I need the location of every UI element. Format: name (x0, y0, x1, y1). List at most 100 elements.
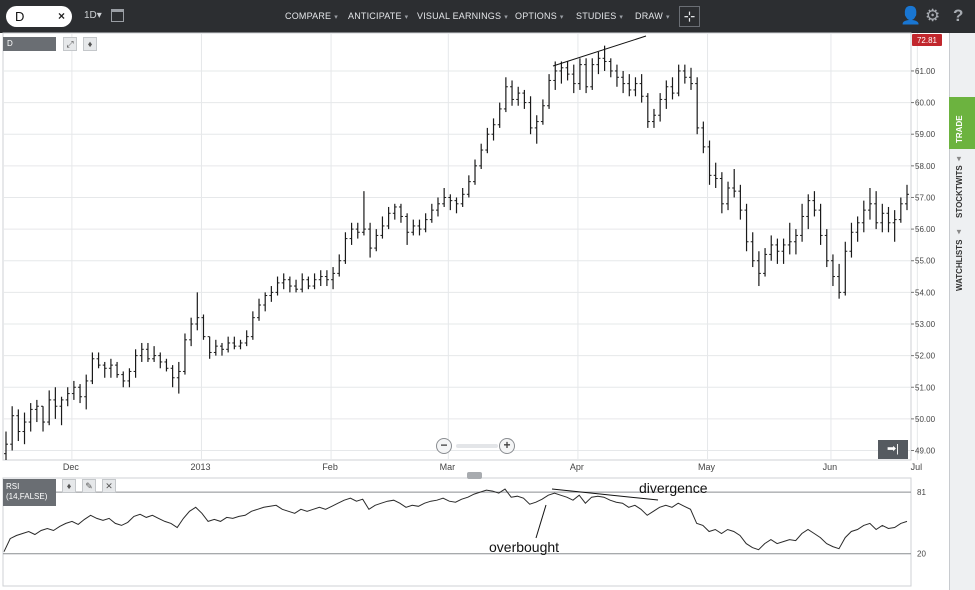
period-dropdown[interactable]: 1D▾ (84, 10, 102, 21)
ohlc-bar (195, 292, 200, 331)
menu-label: VISUAL EARNINGS (417, 11, 502, 21)
ohlc-bar (818, 203, 823, 245)
ohlc-bar (621, 70, 626, 94)
menu-label: STUDIES (576, 11, 617, 21)
ohlc-bar (732, 169, 737, 198)
ohlc-bar (719, 172, 724, 214)
ohlc-bar (670, 77, 675, 100)
crosshair-icon[interactable]: ⊹ (679, 6, 700, 27)
help-icon[interactable]: ? (953, 6, 964, 25)
ohlc-bar (713, 162, 718, 188)
ohlc-bar (473, 159, 478, 185)
ohlc-bar (689, 67, 694, 90)
grid-lines (2, 32, 918, 461)
annotation-overbought: overbought (489, 539, 559, 555)
ohlc-bar (78, 384, 83, 404)
ohlc-bar (34, 399, 39, 423)
clear-icon[interactable]: × (57, 9, 65, 23)
close-icon[interactable]: ✕ (102, 479, 116, 493)
gear-icon[interactable]: ⚙ (925, 6, 941, 25)
ohlc-bar (127, 368, 132, 388)
ohlc-bar (454, 197, 459, 214)
x-tick-label: 2013 (190, 462, 210, 472)
ohlc-bar (861, 200, 866, 233)
ohlc-bar (349, 222, 354, 245)
chevron-down-icon: ▾ (619, 14, 624, 21)
scroll-to-end-button[interactable]: ➡| (878, 440, 908, 459)
symbol-search-input[interactable]: D × (6, 6, 72, 27)
ohlc-bar (108, 358, 113, 378)
ohlc-bar (886, 206, 891, 233)
menu-visual-earnings[interactable]: VISUAL EARNINGS ▾ (417, 11, 508, 21)
ohlc-bar (4, 431, 8, 460)
menu-label: OPTIONS (515, 11, 557, 21)
ohlc-bar (744, 203, 749, 252)
chevron-down-icon: ▾ (334, 14, 338, 21)
ohlc-bar (331, 267, 336, 290)
menu-studies[interactable]: STUDIES ▾ (576, 11, 623, 21)
ohlc-bar (300, 273, 305, 293)
ohlc-bar (516, 86, 521, 106)
ohlc-bar (269, 286, 274, 302)
user-icon[interactable]: 👤 (900, 6, 922, 25)
ohlc-bar (553, 61, 558, 90)
rsi-legend-tag[interactable]: RSI (14,FALSE) (3, 479, 56, 506)
symbol-legend-tag[interactable]: D (3, 37, 56, 51)
move-icon[interactable]: ♦ (62, 479, 76, 493)
x-tick-label: Jun (823, 462, 838, 472)
zoom-in-button[interactable]: + (499, 438, 515, 454)
menu-compare[interactable]: COMPARE ▾ (285, 11, 338, 21)
ohlc-bar (633, 77, 638, 97)
rsi-tag-name: RSI (6, 482, 20, 491)
ohlc-bar (849, 222, 854, 258)
pane-resize-handle[interactable] (467, 472, 482, 479)
annotation-divergence: divergence (639, 480, 708, 496)
menu-label: DRAW (635, 11, 663, 21)
zoom-slider[interactable] (456, 444, 498, 448)
ohlc-bar (182, 333, 187, 375)
ohlc-bar (84, 374, 89, 410)
ohlc-bar (28, 403, 33, 432)
ohlc-bar (812, 191, 817, 217)
y-tick-label: 56.00 (915, 225, 936, 234)
menu-anticipate[interactable]: ANTICIPATE ▾ (348, 11, 408, 21)
menu-options[interactable]: OPTIONS ▾ (515, 11, 564, 21)
calendar-icon[interactable] (111, 9, 124, 22)
symbol-value[interactable]: D (15, 9, 25, 24)
ohlc-bar (639, 74, 644, 103)
expand-icon[interactable]: ⤢ (63, 37, 77, 51)
x-tick-label: Jul (911, 462, 923, 472)
zoom-out-button[interactable]: − (436, 438, 452, 454)
ohlc-bar (676, 64, 681, 97)
ohlc-bar (707, 140, 712, 185)
ohlc-bar (244, 330, 249, 347)
ohlc-bar (96, 352, 101, 369)
ohlc-bar (528, 96, 533, 135)
y-tick-label: 52.00 (915, 352, 936, 361)
ohlc-bar (121, 371, 126, 388)
period-value[interactable]: 1D (84, 10, 97, 21)
tab-trade[interactable] (949, 97, 975, 149)
ohlc-bar (867, 187, 872, 220)
y-tick-label: 58.00 (915, 162, 936, 171)
ohlc-bar (226, 336, 231, 353)
price-badge-label: 72.81 (917, 36, 938, 45)
ohlc-bar (102, 361, 107, 378)
ohlc-bar (510, 80, 515, 106)
ohlc-bar (682, 64, 687, 84)
ohlc-bar (133, 349, 138, 378)
chevron-down-icon: ▾ (96, 10, 102, 21)
x-tick-label: Apr (570, 462, 584, 472)
ohlc-bar (701, 121, 706, 154)
ohlc-bar (460, 187, 465, 207)
menu-draw[interactable]: DRAW ▾ (635, 11, 670, 21)
x-tick-label: May (698, 462, 716, 472)
ohlc-bar (47, 390, 52, 426)
ohlc-bar (306, 276, 311, 290)
move-icon[interactable]: ♦ (83, 37, 97, 51)
ohlc-bar (201, 314, 206, 340)
last-price-badge: 72.81 (912, 34, 942, 46)
rsi-tag-params: (14,FALSE) (6, 492, 48, 501)
pencil-icon[interactable]: ✎ (82, 479, 96, 493)
